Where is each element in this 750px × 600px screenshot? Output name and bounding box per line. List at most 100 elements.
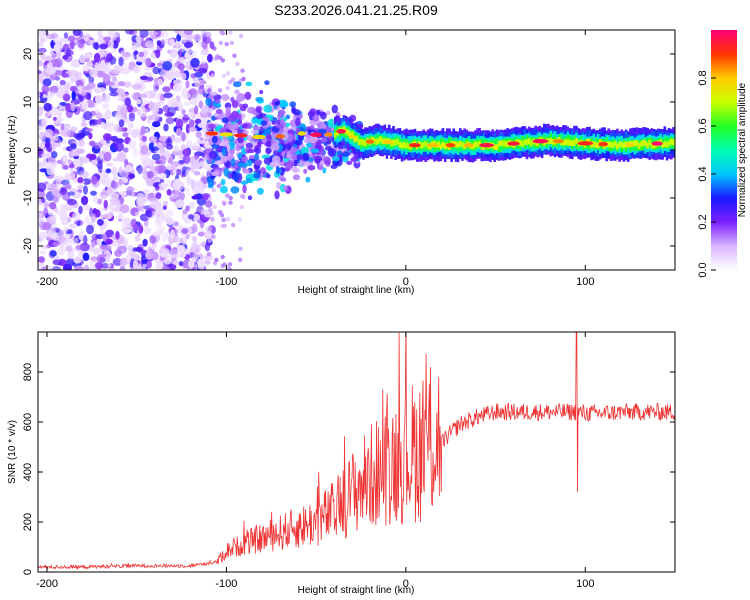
spectrogram-noise-cell bbox=[146, 260, 153, 269]
spectrogram-noise-cell bbox=[66, 216, 72, 223]
spectrogram-noise-cell bbox=[151, 153, 161, 161]
spectrogram-tone-cell bbox=[549, 138, 552, 144]
spectrogram-noise-cell bbox=[49, 250, 57, 257]
spectrogram-noise-cell bbox=[78, 205, 83, 215]
spectrogram-noise-cell bbox=[207, 251, 212, 257]
spectrogram-noise-cell bbox=[115, 230, 120, 240]
spectrogram-signal-cell bbox=[297, 135, 303, 141]
spectrogram-noise-cell bbox=[46, 165, 53, 176]
spectrogram-tone-cell bbox=[596, 142, 600, 149]
spectrogram-noise-cell bbox=[221, 200, 226, 205]
spectrogram-signal-cell bbox=[249, 155, 255, 160]
spectrogram-noise-cell bbox=[193, 33, 202, 42]
spectrogram-peak-cell bbox=[297, 131, 306, 136]
spectrogram-noise-cell bbox=[181, 228, 189, 234]
spectrogram-noise-cell bbox=[91, 175, 98, 185]
spectrogram-tone-cell bbox=[620, 141, 624, 148]
spectrogram-tone-cell bbox=[400, 142, 404, 149]
spectrogram-noise-cell bbox=[152, 251, 159, 261]
spectrogram-noise-cell bbox=[210, 216, 215, 221]
spectrogram-tone-cell bbox=[607, 141, 611, 148]
spectrogram-noise-cell bbox=[148, 197, 159, 203]
spectrogram-peak-cell bbox=[408, 143, 421, 148]
spectrogram-noise-cell bbox=[122, 81, 132, 88]
spectrogram-signal-cell bbox=[270, 143, 280, 151]
spectrogram-tone-cell bbox=[471, 143, 475, 150]
spectrogram-noise-cell bbox=[41, 84, 49, 94]
spectrogram-noise-cell bbox=[150, 200, 157, 206]
spectrogram-noise-cell bbox=[193, 171, 201, 176]
spectrogram-noise-cell bbox=[83, 185, 88, 195]
spectrogram-signal-cell bbox=[289, 101, 297, 108]
spectrogram-noise-cell bbox=[65, 244, 73, 251]
spectrogram-noise-cell bbox=[90, 213, 97, 223]
spectrogram-noise-cell bbox=[71, 211, 81, 222]
spectrogram-noise-cell bbox=[67, 35, 76, 42]
snr-x-tick-label: 0 bbox=[403, 578, 409, 590]
spectrogram-noise-cell bbox=[228, 30, 233, 35]
spectrogram-noise-cell bbox=[125, 165, 133, 172]
spectrogram-noise-cell bbox=[145, 209, 153, 218]
spectrogram-signal-cell bbox=[293, 159, 298, 165]
spectrogram-noise-cell bbox=[38, 59, 44, 67]
spectrogram-noise-cell bbox=[162, 248, 170, 254]
spectrogram-noise-cell bbox=[95, 261, 104, 270]
spectrogram-noise-cell bbox=[38, 70, 43, 75]
spectrogram-noise-cell bbox=[52, 259, 62, 266]
spectrogram-noise-cell bbox=[145, 57, 152, 67]
spectrogram-noise-cell bbox=[210, 234, 216, 239]
spectrogram-noise-cell bbox=[53, 133, 59, 142]
spectrogram-tone-cell bbox=[396, 139, 400, 145]
spectrogram-noise-cell bbox=[115, 215, 124, 220]
spectrogram-signal-cell bbox=[242, 184, 247, 194]
spectrogram-noise-cell bbox=[67, 250, 75, 260]
spectrogram-noise-cell bbox=[82, 65, 90, 72]
spectrogram-noise-cell bbox=[156, 62, 163, 67]
spectrogram-noise-cell bbox=[77, 85, 83, 94]
spectrogram-noise-cell bbox=[148, 31, 158, 36]
spectrogram-signal-cell bbox=[230, 186, 240, 194]
spectrogram-tone-cell bbox=[564, 139, 568, 145]
spectrogram-signal-cell bbox=[244, 91, 252, 100]
spectrogram-signal-cell bbox=[265, 147, 272, 155]
spectrogram-signal-cell bbox=[227, 114, 237, 123]
spectrogram-noise-cell bbox=[84, 57, 91, 63]
spectrogram-noise-cell bbox=[110, 180, 119, 190]
spectrogram-signal-cell bbox=[232, 81, 242, 88]
spectrogram-y-tick-label: -20 bbox=[22, 238, 34, 254]
spectrogram-noise-cell bbox=[41, 152, 52, 158]
spectrogram-noise-cell bbox=[38, 30, 47, 38]
spectrogram-noise-cell bbox=[205, 225, 212, 232]
spectrogram-noise-cell bbox=[132, 262, 142, 270]
spectrogram-noise-cell bbox=[135, 246, 143, 252]
spectrogram-noise-cell bbox=[105, 122, 116, 127]
snr-x-tick-label: -100 bbox=[215, 578, 237, 590]
spectrogram-noise-cell bbox=[210, 73, 215, 78]
spectrogram-signal-cell bbox=[220, 178, 226, 186]
spectrogram-noise-cell bbox=[99, 244, 108, 250]
spectrogram-peak-cell bbox=[206, 131, 219, 136]
spectrogram-noise-cell bbox=[54, 210, 63, 215]
spectrogram-tone-cell bbox=[495, 144, 499, 150]
spectrogram-noise-cell bbox=[42, 222, 52, 231]
spectrogram-noise-cell bbox=[116, 152, 127, 162]
spectrogram-noise-cell bbox=[46, 33, 56, 40]
spectrogram-noise-cell bbox=[161, 265, 170, 270]
spectrogram-noise-cell bbox=[38, 231, 48, 239]
spectrogram-noise-cell bbox=[138, 81, 146, 92]
spectrogram-noise-cell bbox=[61, 73, 69, 78]
spectrogram-y-axis-label: Frequency (Hz) bbox=[7, 116, 18, 185]
spectrogram-tone-cell bbox=[633, 140, 636, 147]
spectrogram-noise-cell bbox=[159, 155, 167, 165]
spectrogram-noise-cell bbox=[225, 193, 230, 198]
spectrogram-noise-cell bbox=[77, 177, 84, 184]
spectrogram-noise-cell bbox=[166, 71, 176, 81]
spectrogram-noise-cell bbox=[142, 158, 148, 167]
spectrogram-signal-cell bbox=[211, 144, 220, 150]
spectrogram-noise-cell bbox=[132, 223, 139, 232]
spectrogram-noise-cell bbox=[185, 123, 190, 134]
snr-background bbox=[38, 332, 675, 572]
spectrogram-noise-cell bbox=[38, 131, 46, 141]
spectrogram-noise-cell bbox=[97, 87, 107, 93]
